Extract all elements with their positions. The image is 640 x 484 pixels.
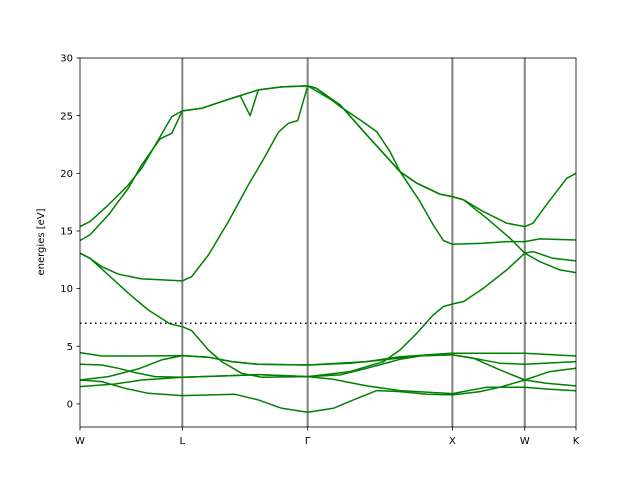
y-tick-label: 20 (60, 169, 73, 180)
band-line (452, 354, 577, 387)
band-line (307, 375, 453, 395)
band-line (452, 252, 577, 305)
band-line (181, 85, 309, 282)
band-line (307, 85, 453, 198)
y-tick-label: 5 (67, 342, 73, 353)
band-line (307, 85, 453, 198)
y-tick-label: 10 (60, 284, 73, 295)
band-line (307, 352, 453, 366)
band-line (79, 252, 183, 282)
y-tick-label: 15 (60, 227, 73, 238)
band-line (452, 238, 577, 245)
band-line (307, 352, 453, 378)
band-line (452, 367, 577, 396)
x-tick-label: Γ (305, 436, 311, 447)
band-line (79, 252, 308, 378)
y-tick-label: 30 (60, 54, 73, 65)
band-line (452, 195, 577, 262)
band-line (307, 85, 453, 245)
y-axis-label: energies [eV] (36, 208, 47, 275)
band-line (79, 379, 308, 413)
band-line (182, 85, 308, 117)
band-line (79, 110, 183, 228)
x-tick-label: W (520, 436, 530, 447)
band-line (79, 373, 308, 388)
y-tick-label: 25 (60, 111, 73, 122)
band-line (182, 85, 308, 112)
band-line (79, 351, 308, 366)
band-line (79, 354, 308, 381)
band-line (452, 172, 577, 228)
band-line (307, 303, 453, 378)
y-axis-ticks: 0 5 10 15 20 25 30 (60, 54, 80, 411)
plot-frame (79, 57, 577, 428)
bands (79, 85, 577, 413)
band-line (452, 352, 577, 357)
band-line (452, 386, 577, 395)
band-line (79, 110, 183, 242)
x-tick-label: L (180, 436, 186, 447)
band-line (307, 389, 453, 413)
x-tick-label: K (573, 436, 580, 447)
x-tick-label: W (75, 436, 85, 447)
x-tick-label: X (449, 436, 456, 447)
band-line (452, 354, 577, 366)
y-tick-label: 0 (67, 400, 73, 411)
